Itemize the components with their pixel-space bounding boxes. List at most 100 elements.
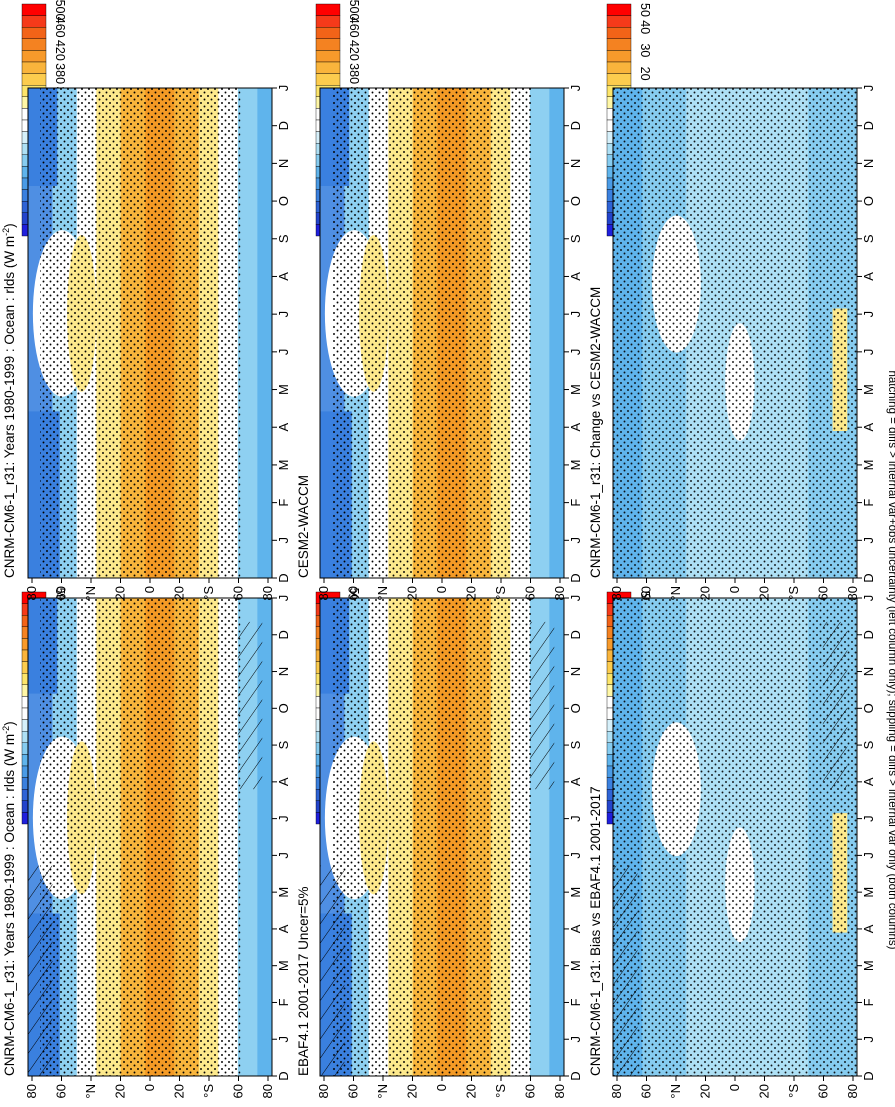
x-tick-label: J xyxy=(568,311,583,318)
x-tick-label: A xyxy=(861,924,876,933)
colorbar-tick-label: 40 xyxy=(638,20,652,34)
x-tick-label: A xyxy=(276,924,291,933)
y-tick-label: 60 xyxy=(523,1084,538,1098)
hatching xyxy=(822,621,848,790)
hatching xyxy=(320,865,345,1076)
y-tick-label: °S xyxy=(201,586,216,600)
x-tick-label: J xyxy=(861,1036,876,1043)
x-tick-label: M xyxy=(276,384,291,395)
x-tick-label: A xyxy=(276,272,291,281)
x-tick-label: N xyxy=(861,159,876,168)
panel-model_a: 500460420380340300260220180140100CNRM-CM… xyxy=(1,588,291,1099)
y-tick-label: 20 xyxy=(405,586,420,600)
hatching xyxy=(28,865,53,1076)
x-tick-label: J xyxy=(861,852,876,859)
y-tick-label: 60 xyxy=(231,586,246,600)
colorbar-tick-label: 460 xyxy=(53,17,67,38)
y-tick-label: 60 xyxy=(639,586,654,600)
stippling xyxy=(332,88,533,578)
y-tick-label: 0 xyxy=(727,1084,742,1091)
x-tick-label: D xyxy=(568,1071,583,1080)
x-tick-label: M xyxy=(861,384,876,395)
heatmap-field xyxy=(613,598,857,1076)
y-tick-label: 0 xyxy=(142,586,157,593)
colorbar-swatch xyxy=(21,15,47,28)
panel-title: CNRM-CM6-1_r31: Change vs CESM2-WACCM xyxy=(588,287,603,578)
x-tick-label: J xyxy=(861,311,876,318)
x-axis: D J F M A M J J A S O N D J xyxy=(564,85,583,583)
y-axis: 80 60 °N 20 0 20 °S 60 80 xyxy=(24,1076,275,1099)
x-tick-label: D xyxy=(276,1071,291,1080)
stippling xyxy=(613,598,857,1076)
x-tick-label: J xyxy=(276,349,291,356)
heatmap-field xyxy=(28,598,272,1076)
y-tick-label: 60 xyxy=(639,1084,654,1098)
panel-title: CNRM-CM6-1_r31: Years 1980-1999 : Ocean … xyxy=(1,721,17,1076)
y-tick-label: °S xyxy=(786,1084,801,1098)
stippling xyxy=(613,88,857,578)
colorbar-swatch xyxy=(315,3,341,16)
heatmap-band xyxy=(237,88,258,578)
heatmap-field xyxy=(320,598,564,1076)
heatmap-band xyxy=(529,88,550,578)
y-tick-label: 20 xyxy=(172,586,187,600)
colorbar-tick-label: 50 xyxy=(638,3,652,17)
hatching xyxy=(237,621,263,790)
x-tick-label: O xyxy=(568,703,583,713)
panel-title: CESM2-WACCM xyxy=(296,475,311,578)
x-axis: D J F M A M J J A S O N D J xyxy=(857,595,876,1081)
x-tick-label: D xyxy=(568,573,583,582)
x-axis: D J F M A M J J A S O N D J xyxy=(272,85,291,583)
y-tick-label: 80 xyxy=(845,586,860,600)
x-axis: D J F M A M J J A S O N D J xyxy=(857,85,876,583)
x-tick-label: N xyxy=(861,667,876,676)
x-tick-label: D xyxy=(861,573,876,582)
y-tick-label: 60 xyxy=(231,1084,246,1098)
x-tick-label: F xyxy=(568,998,583,1006)
x-tick-label: N xyxy=(568,159,583,168)
y-tick-label: 80 xyxy=(609,1084,624,1098)
x-tick-label: M xyxy=(568,960,583,971)
x-tick-label: M xyxy=(861,460,876,471)
x-tick-label: O xyxy=(276,196,291,206)
x-tick-label: J xyxy=(276,537,291,544)
y-tick-label: °N xyxy=(83,586,98,601)
x-tick-label: J xyxy=(276,852,291,859)
x-tick-label: F xyxy=(861,499,876,507)
colorbar-tick-label: 500 xyxy=(53,0,67,20)
colorbar-swatch xyxy=(606,73,632,86)
x-axis: D J F M A M J J A S O N D J xyxy=(272,595,291,1081)
x-tick-label: D xyxy=(861,121,876,130)
svg-text:CNRM-CM6-1_r31: Years 1980-199: CNRM-CM6-1_r31: Years 1980-1999 : Ocean … xyxy=(1,721,17,1076)
x-tick-label: J xyxy=(861,85,876,92)
colorbar-swatch xyxy=(606,61,632,74)
heatmap-field xyxy=(28,88,272,578)
y-tick-label: 0 xyxy=(727,586,742,593)
x-tick-label: M xyxy=(276,960,291,971)
colorbar-tick-label: 500 xyxy=(347,0,361,20)
x-tick-label: F xyxy=(276,499,291,507)
x-tick-label: D xyxy=(568,630,583,639)
x-tick-label: N xyxy=(276,667,291,676)
y-tick-label: 20 xyxy=(113,1084,128,1098)
colorbar-tick-label: 380 xyxy=(347,63,361,84)
colorbar-swatch xyxy=(315,50,341,63)
x-axis: D J F M A M J J A S O N D J xyxy=(564,595,583,1081)
x-tick-label: M xyxy=(861,887,876,898)
x-tick-label: N xyxy=(276,159,291,168)
y-tick-label: 60 xyxy=(523,586,538,600)
y-tick-label: 20 xyxy=(172,1084,187,1098)
y-tick-label: 20 xyxy=(757,586,772,600)
x-tick-label: A xyxy=(568,272,583,281)
x-tick-label: J xyxy=(276,815,291,822)
x-tick-label: J xyxy=(861,815,876,822)
x-tick-label: O xyxy=(568,196,583,206)
y-tick-label: 80 xyxy=(552,586,567,600)
x-tick-label: A xyxy=(861,777,876,786)
x-tick-label: M xyxy=(276,460,291,471)
panel-change: 50403020100-10-20-30-40-50CNRM-CM6-1_r31… xyxy=(588,3,876,601)
y-tick-label: 80 xyxy=(552,1084,567,1098)
x-tick-label: F xyxy=(568,499,583,507)
y-tick-label: 80 xyxy=(316,586,331,600)
